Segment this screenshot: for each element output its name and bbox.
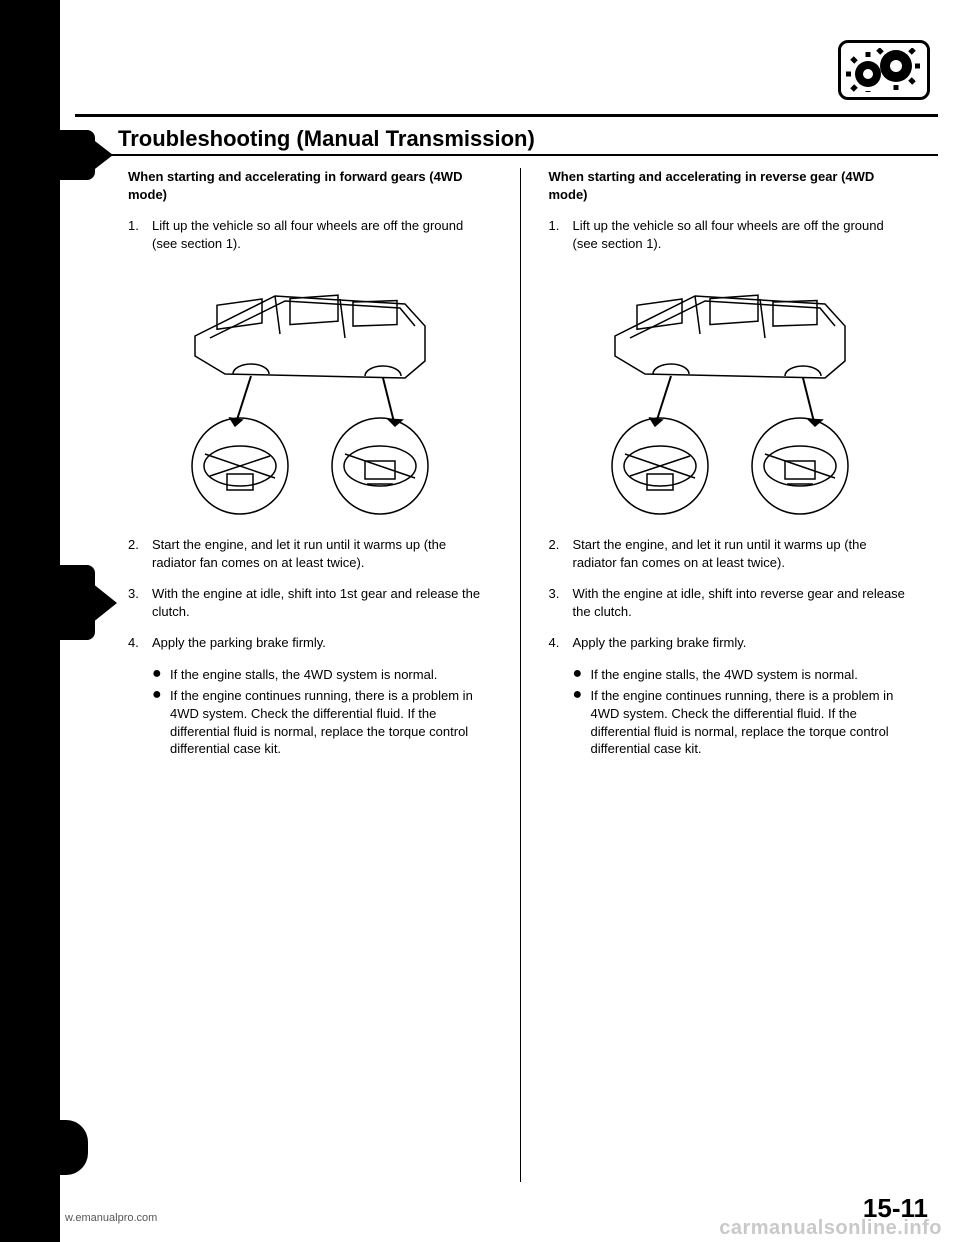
vehicle-diagram: [575, 266, 885, 516]
bullet-item: ● If the engine stalls, the 4WD system i…: [573, 666, 913, 684]
step-text: Lift up the vehicle so all four wheels a…: [573, 217, 913, 252]
step: 2. Start the engine, and let it run unti…: [128, 536, 492, 571]
step-number: 3.: [549, 585, 573, 620]
step-text: With the engine at idle, shift into reve…: [573, 585, 913, 620]
watermark: carmanualsonline.info: [719, 1217, 942, 1240]
content-columns: When starting and accelerating in forwar…: [120, 168, 930, 1182]
step-number: 2.: [549, 536, 573, 571]
step-text: Apply the parking brake firmly.: [573, 634, 913, 652]
header-rule-top: [75, 114, 938, 117]
header-rule-bottom: [75, 154, 938, 156]
step: 1. Lift up the vehicle so all four wheel…: [549, 217, 913, 252]
bullet-text: If the engine continues running, there i…: [170, 687, 492, 757]
step-number: 4.: [549, 634, 573, 652]
step: 4. Apply the parking brake firmly.: [549, 634, 913, 652]
right-column: When starting and accelerating in revers…: [521, 168, 931, 1182]
right-subhead: When starting and accelerating in revers…: [549, 168, 913, 203]
left-column: When starting and accelerating in forwar…: [120, 168, 521, 1182]
step-number: 1.: [549, 217, 573, 252]
step: 4. Apply the parking brake firmly.: [128, 634, 492, 652]
step: 3. With the engine at idle, shift into r…: [549, 585, 913, 620]
binder-tab-mid: [0, 565, 95, 640]
bullet-icon: ●: [573, 687, 591, 757]
page-title: Troubleshooting (Manual Transmission): [118, 126, 535, 152]
bullet-text: If the engine continues running, there i…: [591, 687, 913, 757]
bullet-list: ● If the engine stalls, the 4WD system i…: [152, 666, 492, 758]
step-text: Start the engine, and let it run until i…: [152, 536, 492, 571]
gear-icon: [838, 40, 930, 100]
left-subhead: When starting and accelerating in forwar…: [128, 168, 492, 203]
step-text: With the engine at idle, shift into 1st …: [152, 585, 492, 620]
bullet-item: ● If the engine continues running, there…: [573, 687, 913, 757]
bullet-list: ● If the engine stalls, the 4WD system i…: [573, 666, 913, 758]
step-number: 2.: [128, 536, 152, 571]
step-number: 1.: [128, 217, 152, 252]
step: 2. Start the engine, and let it run unti…: [549, 536, 913, 571]
bullet-item: ● If the engine stalls, the 4WD system i…: [152, 666, 492, 684]
step-text: Apply the parking brake firmly.: [152, 634, 492, 652]
bullet-text: If the engine stalls, the 4WD system is …: [170, 666, 492, 684]
step-number: 3.: [128, 585, 152, 620]
bullet-icon: ●: [152, 687, 170, 757]
bullet-icon: ●: [573, 666, 591, 684]
step: 3. With the engine at idle, shift into 1…: [128, 585, 492, 620]
bullet-icon: ●: [152, 666, 170, 684]
step: 1. Lift up the vehicle so all four wheel…: [128, 217, 492, 252]
footer-url: w.emanualpro.com: [65, 1212, 157, 1224]
bullet-item: ● If the engine continues running, there…: [152, 687, 492, 757]
vehicle-diagram: [155, 266, 465, 516]
bullet-text: If the engine stalls, the 4WD system is …: [591, 666, 913, 684]
step-number: 4.: [128, 634, 152, 652]
binder-tab-bottom: [0, 1120, 88, 1175]
step-text: Lift up the vehicle so all four wheels a…: [152, 217, 492, 252]
step-text: Start the engine, and let it run until i…: [573, 536, 913, 571]
